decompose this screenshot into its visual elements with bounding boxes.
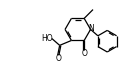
Text: O: O [56,54,62,63]
Text: O: O [81,49,87,58]
Text: N: N [89,24,94,33]
Text: HO: HO [41,34,53,43]
